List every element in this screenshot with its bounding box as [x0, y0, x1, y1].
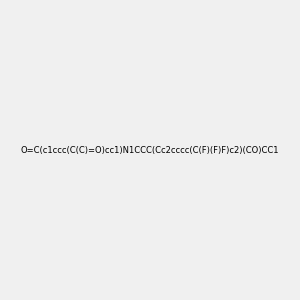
Text: O=C(c1ccc(C(C)=O)cc1)N1CCC(Cc2cccc(C(F)(F)F)c2)(CO)CC1: O=C(c1ccc(C(C)=O)cc1)N1CCC(Cc2cccc(C(F)(…: [21, 146, 279, 154]
